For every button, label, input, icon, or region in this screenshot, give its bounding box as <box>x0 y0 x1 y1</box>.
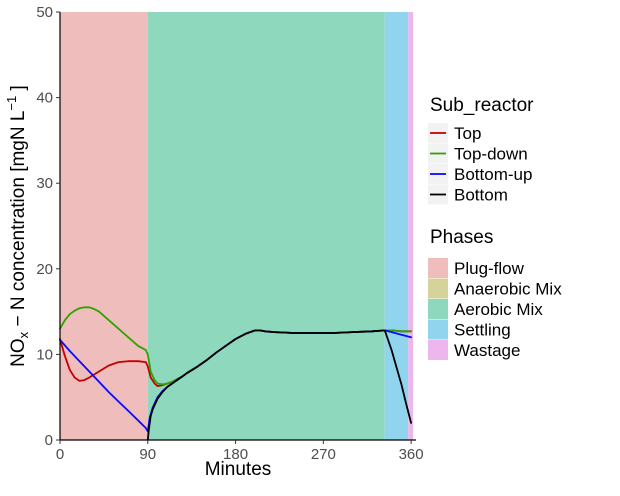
x-tick-label: 180 <box>223 446 248 463</box>
legend-label-plug-flow: Plug-flow <box>454 259 525 278</box>
y-tick-label: 0 <box>45 432 53 449</box>
legend-swatch-aerobic-mix <box>428 299 448 319</box>
y-axis-title-rest: − N concentration [mgN L <box>8 111 29 332</box>
y-axis-title-main: NO <box>8 338 29 367</box>
legend-swatch-anaerobic-mix <box>428 278 448 299</box>
legend-label-bottom: Bottom <box>454 186 508 205</box>
x-tick-label: 0 <box>56 446 64 463</box>
y-tick-label: 50 <box>36 4 53 21</box>
phase-bands <box>60 12 414 440</box>
legend-swatch-settling <box>428 319 448 340</box>
legend-label-top: Top <box>454 124 481 143</box>
y-tick-label: 10 <box>36 346 53 363</box>
legend-label-aerobic-mix: Aerobic Mix <box>454 300 543 319</box>
y-axis-title: NOx − N concentration [mgN L−1 ] <box>4 85 31 367</box>
x-tick-label: 90 <box>139 446 156 463</box>
y-tick-label: 30 <box>36 175 53 192</box>
y-tick-label: 20 <box>36 261 53 278</box>
legend-label-anaerobic-mix: Anaerobic Mix <box>454 280 562 299</box>
x-tick-label: 360 <box>399 446 424 463</box>
x-tick-label: 270 <box>311 446 336 463</box>
legend-swatch-wastage <box>428 340 448 360</box>
legend-swatch-plug-flow <box>428 258 448 278</box>
legend-label-wastage: Wastage <box>454 341 520 360</box>
phase-band-settling <box>384 12 409 440</box>
y-axis-title-sub: x <box>16 331 31 338</box>
legend-title-sub-reactor: Sub_reactor <box>430 95 534 116</box>
x-axis-title: Minutes <box>205 459 272 480</box>
y-tick-label: 40 <box>36 90 53 107</box>
series-lines <box>59 306 413 441</box>
series-line-bottom <box>146 329 413 441</box>
legend-label-settling: Settling <box>454 321 511 340</box>
legend-label-top-down: Top-down <box>454 145 528 164</box>
phase-band-wastage <box>408 12 414 440</box>
phase-band-aerobic-mix <box>147 12 385 440</box>
axes: 0 90 180 270 360 0 10 20 30 40 50 <box>36 4 423 463</box>
legend-title-phases: Phases <box>430 227 493 248</box>
legend-label-bottom-up: Bottom-up <box>454 165 532 184</box>
y-axis-title-sup: −1 <box>4 96 19 111</box>
y-axis-title-end: ] <box>8 85 29 96</box>
